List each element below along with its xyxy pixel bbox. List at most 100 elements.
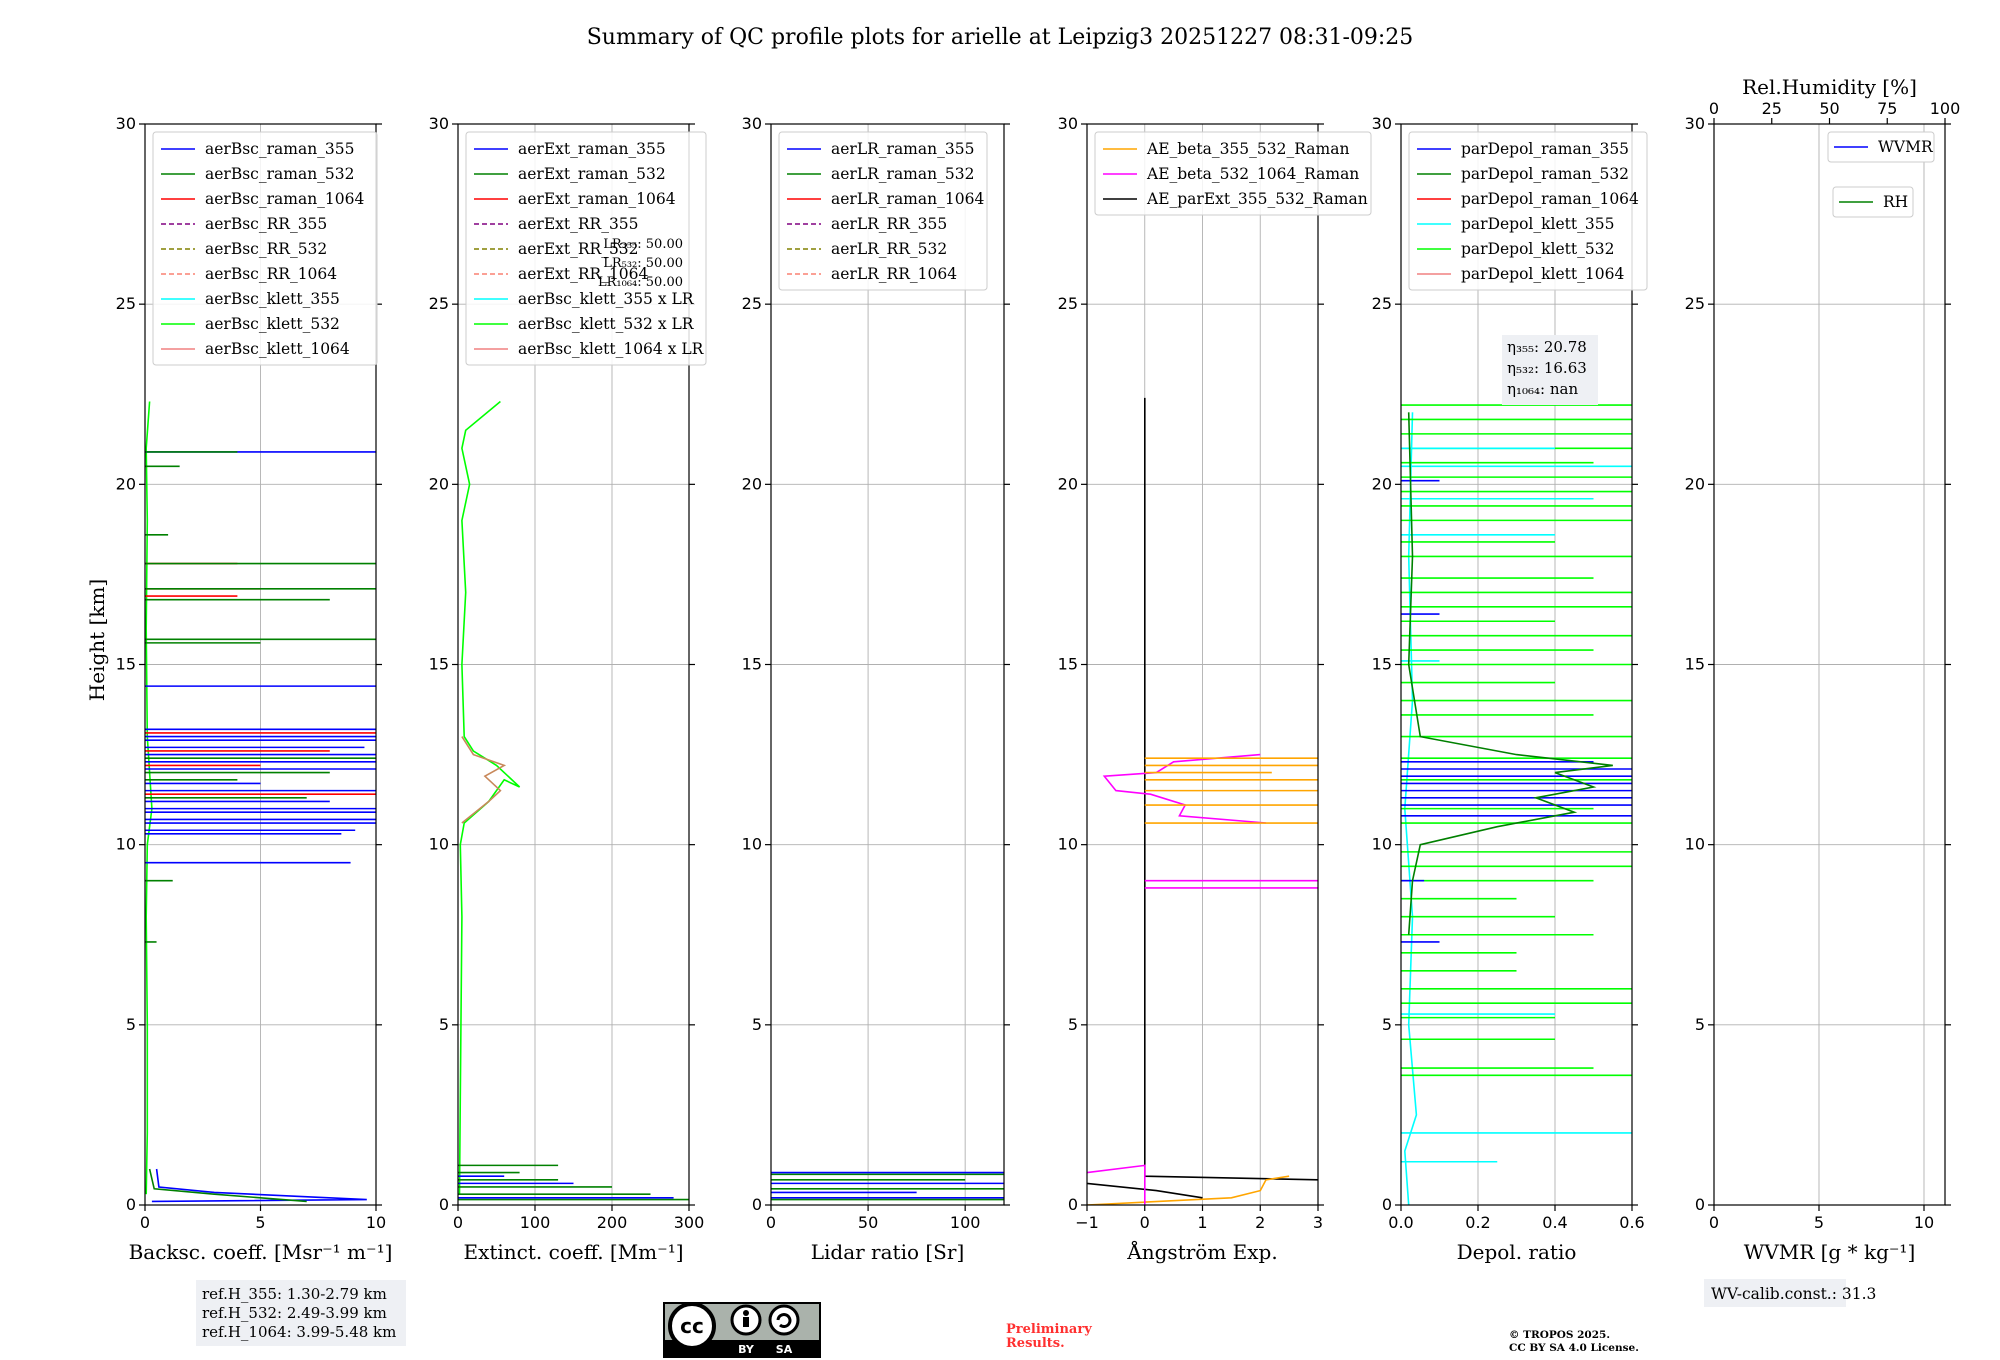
y-tick-label: 10	[1058, 835, 1078, 854]
x-tick-label: 0.4	[1542, 1213, 1567, 1232]
ref-h-355: ref.H_355: 1.30-2.79 km	[202, 1285, 387, 1303]
eta-box: η₃₅₅: 20.78 η₅₃₂: 16.63 η₁₀₆₄: nan	[1502, 335, 1598, 405]
y-tick-label: 5	[1068, 1015, 1078, 1034]
top-tick-label: 25	[1762, 99, 1782, 118]
x-tick-label: −1	[1075, 1213, 1099, 1232]
legend-entry: parDepol_raman_355	[1461, 140, 1629, 158]
legend-box: RH	[1832, 186, 1914, 218]
legend-box: aerExt_raman_355 aerExt_raman_532 aerExt_r…	[465, 131, 707, 366]
legend-entry: aerBsc_RR_1064	[205, 265, 337, 283]
top-tick-label: 75	[1877, 99, 1897, 118]
legend-frame	[152, 131, 378, 366]
x-tick-label: 0	[453, 1213, 463, 1232]
top-tick-label: 0	[1709, 99, 1719, 118]
legend-entry: WVMR	[1878, 138, 1934, 156]
y-tick-label: 25	[1058, 294, 1078, 313]
ref-h-1064: ref.H_1064: 3.99-5.48 km	[202, 1323, 396, 1341]
panel-lr: 0 5 10 15 20 25 30 0 50 100 Lidar ratio [Sr] aerLR_…	[742, 114, 1010, 1264]
x-tick-label: 0	[140, 1213, 150, 1232]
panel-depol: 0 5 10 15 20 25 30 0.0 0.2 0.4 0.6 Depol. ratio parD…	[1372, 114, 1648, 1264]
x-tick-label: 5	[1814, 1213, 1824, 1232]
x-tick-label: 0	[1709, 1213, 1719, 1232]
x-tick-label: 50	[858, 1213, 878, 1232]
legend-entry: aerExt_raman_1064	[518, 190, 676, 208]
y-tick-label: 30	[429, 114, 449, 133]
legend-frame	[1094, 131, 1372, 216]
legend-entry: aerBsc_RR_355	[205, 215, 327, 233]
legend-frame	[465, 131, 707, 366]
y-tick-label: 20	[1058, 474, 1078, 493]
legend-frame	[1827, 131, 1935, 163]
series-line-orange	[1087, 1175, 1290, 1205]
y-tick-label: 20	[429, 474, 449, 493]
y-tick-label: 30	[116, 114, 136, 133]
legend-entry: aerLR_RR_532	[831, 240, 947, 258]
top-tick-label: 100	[1930, 99, 1961, 118]
ref-height-box: ref.H_355: 1.30-2.79 km ref.H_532: 2.49-…	[196, 1280, 406, 1346]
y-tick-label: 5	[439, 1015, 449, 1034]
x-tick-label: 10	[1914, 1213, 1934, 1232]
y-tick-label: 0	[752, 1195, 762, 1214]
lr-label: LR₁₀₆₄: 50.00	[598, 275, 683, 290]
legend-entry: RH	[1883, 193, 1908, 211]
x-tick-label: 200	[597, 1213, 628, 1232]
x-tick-label: 0.2	[1465, 1213, 1490, 1232]
legend-entry: AE_beta_355_532_Raman	[1146, 140, 1349, 158]
x-tick-label: 0.6	[1619, 1213, 1644, 1232]
y-tick-label: 5	[752, 1015, 762, 1034]
legend-entry: parDepol_raman_532	[1461, 165, 1629, 183]
top-axis-label: Rel.Humidity [%]	[1742, 75, 1917, 99]
series-line-blue	[151, 1168, 367, 1203]
y-tick-label: 5	[1382, 1015, 1392, 1034]
series-line-lime	[458, 400, 521, 1195]
legend-entry: parDepol_klett_532	[1461, 240, 1614, 258]
copyright-line-1: © TROPOS 2025.	[1509, 1329, 1610, 1341]
legend-entry: aerBsc_raman_355	[205, 140, 355, 158]
y-tick-label: 0	[126, 1195, 136, 1214]
series-line-green	[148, 1168, 307, 1203]
y-tick-label: 0	[1068, 1195, 1078, 1214]
y-tick-label: 30	[1058, 114, 1078, 133]
legend-box: aerBsc_raman_355 aerBsc_raman_532 aerBsc_r…	[152, 131, 378, 366]
legend-box: parDepol_raman_355 parDepol_raman_532 parD…	[1408, 131, 1648, 291]
y-tick-label: 0	[1695, 1195, 1705, 1214]
series-line-black	[1087, 1182, 1203, 1199]
eta-label: η₃₅₅: 20.78	[1507, 338, 1587, 356]
y-axis-label: Height [km]	[85, 579, 109, 701]
y-tick-label: 30	[1685, 114, 1705, 133]
series-group	[145, 401, 376, 1203]
legend-entry: aerLR_raman_532	[831, 165, 974, 183]
preliminary-label-2: Results.	[1006, 1336, 1065, 1351]
legend-frame	[1408, 131, 1648, 291]
legend-entry: aerLR_RR_1064	[831, 265, 957, 283]
y-tick-label: 25	[1372, 294, 1392, 313]
x-tick-label: 100	[950, 1213, 981, 1232]
y-tick-label: 10	[1685, 835, 1705, 854]
y-tick-label: 10	[116, 835, 136, 854]
copyright-line-2: CC BY SA 4.0 License.	[1509, 1342, 1639, 1354]
eta-label: η₁₀₆₄: nan	[1507, 380, 1578, 398]
legend-entry: aerBsc_klett_355 x LR	[518, 290, 695, 308]
series-line-black	[1144, 397, 1318, 1181]
legend-entry: parDepol_raman_1064	[1461, 190, 1639, 208]
legend-entry: AE_parExt_355_532_Raman	[1146, 190, 1368, 208]
x-axis-label: Extinct. coeff. [Mm⁻¹]	[463, 1240, 683, 1264]
y-tick-label: 15	[1372, 655, 1392, 674]
eta-label: η₅₃₂: 16.63	[1507, 359, 1587, 377]
legend-box: WVMR	[1827, 131, 1935, 163]
legend-entry: aerLR_RR_355	[831, 215, 947, 233]
legend-entry: aerBsc_raman_532	[205, 165, 355, 183]
y-tick-label: 5	[126, 1015, 136, 1034]
ref-h-532: ref.H_532: 2.49-3.99 km	[202, 1304, 387, 1322]
x-axis-label: WVMR [g * kg⁻¹]	[1744, 1240, 1916, 1264]
by-text: BY	[738, 1343, 755, 1356]
y-tick-label: 20	[1372, 474, 1392, 493]
y-tick-label: 15	[429, 655, 449, 674]
y-tick-label: 30	[1372, 114, 1392, 133]
cc-icon	[668, 1302, 716, 1350]
